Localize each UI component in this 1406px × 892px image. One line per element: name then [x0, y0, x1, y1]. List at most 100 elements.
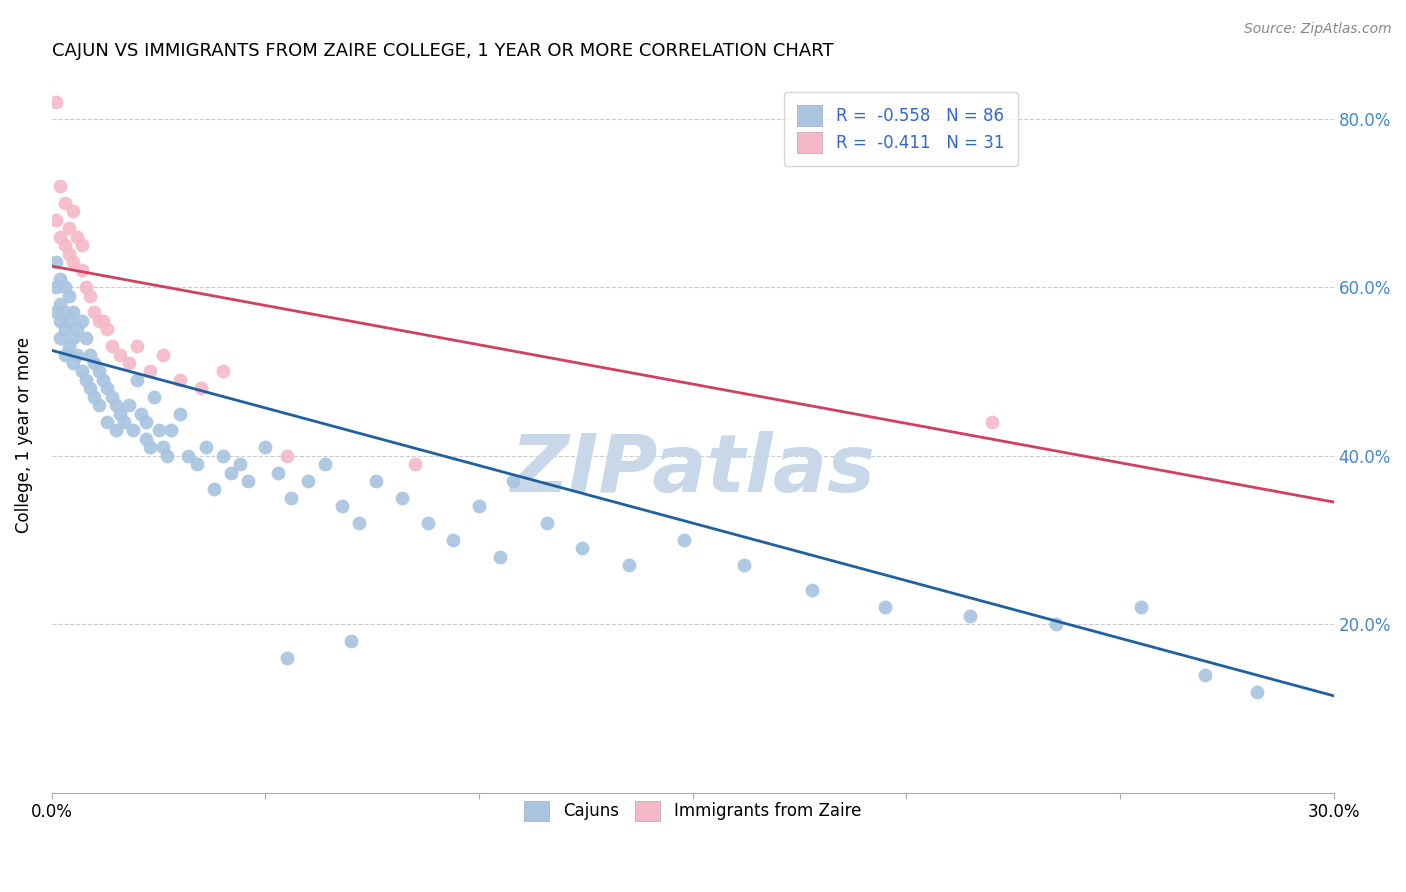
Point: [62, 305, 84, 319]
Point: [70, 314, 93, 328]
Point: [202, 483, 225, 497]
Point: [1194, 667, 1216, 681]
Point: [276, 651, 298, 665]
Point: [45, 255, 67, 269]
Point: [104, 398, 127, 412]
Point: [441, 533, 464, 547]
Point: [1246, 684, 1268, 698]
Point: [62, 356, 84, 370]
Point: [118, 398, 141, 412]
Point: [118, 356, 141, 370]
Point: [190, 381, 212, 395]
Point: [49, 314, 72, 328]
Point: [536, 516, 558, 530]
Point: [53, 322, 76, 336]
Point: [211, 449, 233, 463]
Point: [177, 449, 200, 463]
Point: [148, 424, 170, 438]
Point: [45, 212, 67, 227]
Point: [53, 305, 76, 319]
Point: [79, 288, 101, 302]
Point: [160, 424, 183, 438]
Point: [297, 474, 319, 488]
Y-axis label: College, 1 year or more: College, 1 year or more: [15, 336, 32, 533]
Point: [112, 415, 135, 429]
Point: [75, 373, 97, 387]
Point: [617, 558, 640, 573]
Point: [502, 474, 524, 488]
Point: [58, 288, 80, 302]
Point: [66, 322, 89, 336]
Point: [62, 255, 84, 269]
Point: [53, 238, 76, 252]
Point: [83, 356, 105, 370]
Point: [152, 440, 174, 454]
Point: [186, 457, 208, 471]
Point: [96, 415, 118, 429]
Point: [87, 364, 110, 378]
Point: [169, 373, 191, 387]
Point: [53, 348, 76, 362]
Point: [211, 364, 233, 378]
Point: [45, 95, 67, 109]
Point: [135, 415, 157, 429]
Point: [571, 541, 593, 556]
Point: [733, 558, 755, 573]
Point: [391, 491, 413, 505]
Point: [83, 390, 105, 404]
Text: ZIPatlas: ZIPatlas: [510, 432, 875, 509]
Point: [58, 314, 80, 328]
Point: [873, 600, 896, 615]
Point: [135, 432, 157, 446]
Point: [87, 398, 110, 412]
Point: [49, 229, 72, 244]
Point: [152, 348, 174, 362]
Point: [75, 331, 97, 345]
Text: CAJUN VS IMMIGRANTS FROM ZAIRE COLLEGE, 1 YEAR OR MORE CORRELATION CHART: CAJUN VS IMMIGRANTS FROM ZAIRE COLLEGE, …: [52, 42, 834, 60]
Point: [58, 221, 80, 235]
Point: [70, 263, 93, 277]
Point: [49, 297, 72, 311]
Point: [254, 440, 277, 454]
Point: [79, 381, 101, 395]
Point: [75, 280, 97, 294]
Point: [108, 348, 131, 362]
Point: [489, 549, 512, 564]
Point: [340, 634, 363, 648]
Point: [238, 474, 260, 488]
Point: [143, 390, 166, 404]
Point: [366, 474, 388, 488]
Point: [96, 381, 118, 395]
Point: [404, 457, 426, 471]
Point: [127, 373, 149, 387]
Point: [416, 516, 439, 530]
Point: [131, 407, 153, 421]
Point: [267, 466, 290, 480]
Point: [100, 339, 122, 353]
Point: [49, 179, 72, 194]
Point: [91, 373, 114, 387]
Point: [276, 449, 298, 463]
Point: [62, 204, 84, 219]
Point: [100, 390, 122, 404]
Point: [49, 331, 72, 345]
Point: [229, 457, 252, 471]
Point: [53, 280, 76, 294]
Point: [468, 500, 491, 514]
Point: [139, 440, 162, 454]
Point: [58, 246, 80, 260]
Text: Source: ZipAtlas.com: Source: ZipAtlas.com: [1244, 22, 1392, 37]
Point: [1130, 600, 1153, 615]
Point: [349, 516, 371, 530]
Point: [673, 533, 696, 547]
Point: [66, 229, 89, 244]
Point: [1045, 617, 1067, 632]
Point: [45, 280, 67, 294]
Point: [314, 457, 336, 471]
Point: [70, 238, 93, 252]
Point: [53, 196, 76, 211]
Point: [96, 322, 118, 336]
Point: [108, 407, 131, 421]
Point: [330, 500, 353, 514]
Point: [79, 348, 101, 362]
